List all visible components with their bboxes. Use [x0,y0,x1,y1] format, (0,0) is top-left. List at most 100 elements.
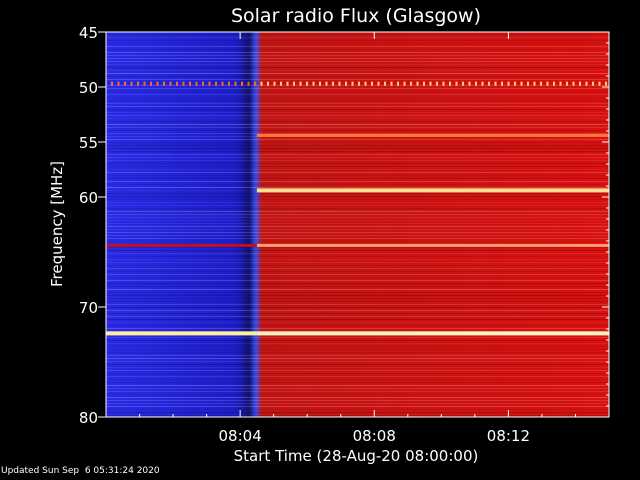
x-axis-label: Start Time (28-Aug-20 08:00:00) [234,447,479,465]
emission-band [256,188,609,193]
emission-dot [559,81,562,86]
emission-dot [202,81,204,86]
texture-stripe [106,79,609,80]
texture-stripe [106,247,609,248]
texture-stripe [106,382,609,383]
texture-stripe [106,37,609,38]
emission-dot [436,81,438,86]
texture-stripe [106,292,609,293]
texture-stripe [106,298,609,299]
texture-stripe [106,187,609,188]
texture-stripe [106,412,609,413]
emission-dot [481,81,484,86]
texture-stripe [106,262,609,263]
texture-stripe [106,181,609,182]
texture-stripe [106,223,609,224]
emission-dot [449,81,451,86]
texture-stripe [106,241,609,242]
emission-band [256,331,609,336]
emission-dot [572,81,575,86]
texture-stripe [106,328,609,329]
texture-stripe [106,34,609,35]
emission-dot [533,81,536,86]
emission-dot [312,81,315,86]
emission-dot [345,81,347,86]
spectrogram-background [106,32,609,417]
emission-dot [520,81,523,86]
emission-dot [507,81,510,86]
texture-stripe [106,274,609,275]
texture-stripe [106,397,609,398]
emission-dot [566,81,568,86]
emission-dot [585,81,588,86]
texture-stripe [106,343,609,344]
texture-stripe [106,193,609,194]
emission-dot [403,81,406,86]
texture-stripe [106,43,609,44]
emission-dot [540,81,542,86]
emission-dot [546,81,549,86]
texture-stripe [106,253,609,254]
y-tick-label: 45 [79,24,98,42]
texture-stripe [106,202,609,203]
texture-stripe [106,265,609,266]
texture-stripe [106,214,609,215]
emission-dot [371,81,373,86]
texture-stripe [106,211,609,212]
chart-title: Solar radio Flux (Glasgow) [231,5,481,27]
texture-stripe [106,376,609,377]
emission-dot [455,81,458,86]
emission-dot [416,81,419,86]
texture-stripe [106,88,609,89]
texture-stripe [106,286,609,287]
texture-stripe [106,379,609,380]
emission-dot [267,81,269,86]
emission-bands [106,81,609,336]
x-tick-label: 08:12 [487,427,530,445]
texture-stripe [106,196,609,197]
emission-dot [111,81,113,86]
texture-stripe [106,67,609,68]
texture-stripe [106,142,609,143]
emission-band [256,133,609,137]
texture-stripe [106,388,609,389]
texture-stripe [106,349,609,350]
texture-stripe [106,73,609,74]
texture-stripe [106,229,609,230]
texture-stripe [106,124,609,125]
emission-dot [241,81,243,86]
texture-stripe [106,415,609,416]
texture-stripe [106,160,609,161]
texture-stripe [106,184,609,185]
texture-stripe [106,103,609,104]
texture-stripe [106,361,609,362]
texture-stripe [106,76,609,77]
texture-stripe [106,85,609,86]
emission-dot [254,81,256,86]
emission-dot [384,81,386,86]
emission-dot [364,81,367,86]
texture-stripe [106,145,609,146]
texture-stripe [106,337,609,338]
texture-stripe [106,94,609,95]
texture-stripe [106,283,609,284]
texture-stripe [106,148,609,149]
texture-stripe [106,313,609,314]
texture-stripe [106,121,609,122]
emission-dot [189,81,191,86]
emission-dot [442,81,445,86]
texture-stripe [106,133,609,134]
emission-dot [488,81,490,86]
texture-stripe [106,40,609,41]
texture-stripe [106,175,609,176]
texture-stripe [106,154,609,155]
emission-dot [221,81,224,86]
emission-band [256,243,609,247]
texture-stripe [106,271,609,272]
emission-dot [514,81,516,86]
texture-stripe [106,289,609,290]
emission-dot [397,81,399,86]
texture-stripe [106,127,609,128]
texture-stripe [106,205,609,206]
texture-stripe [106,46,609,47]
